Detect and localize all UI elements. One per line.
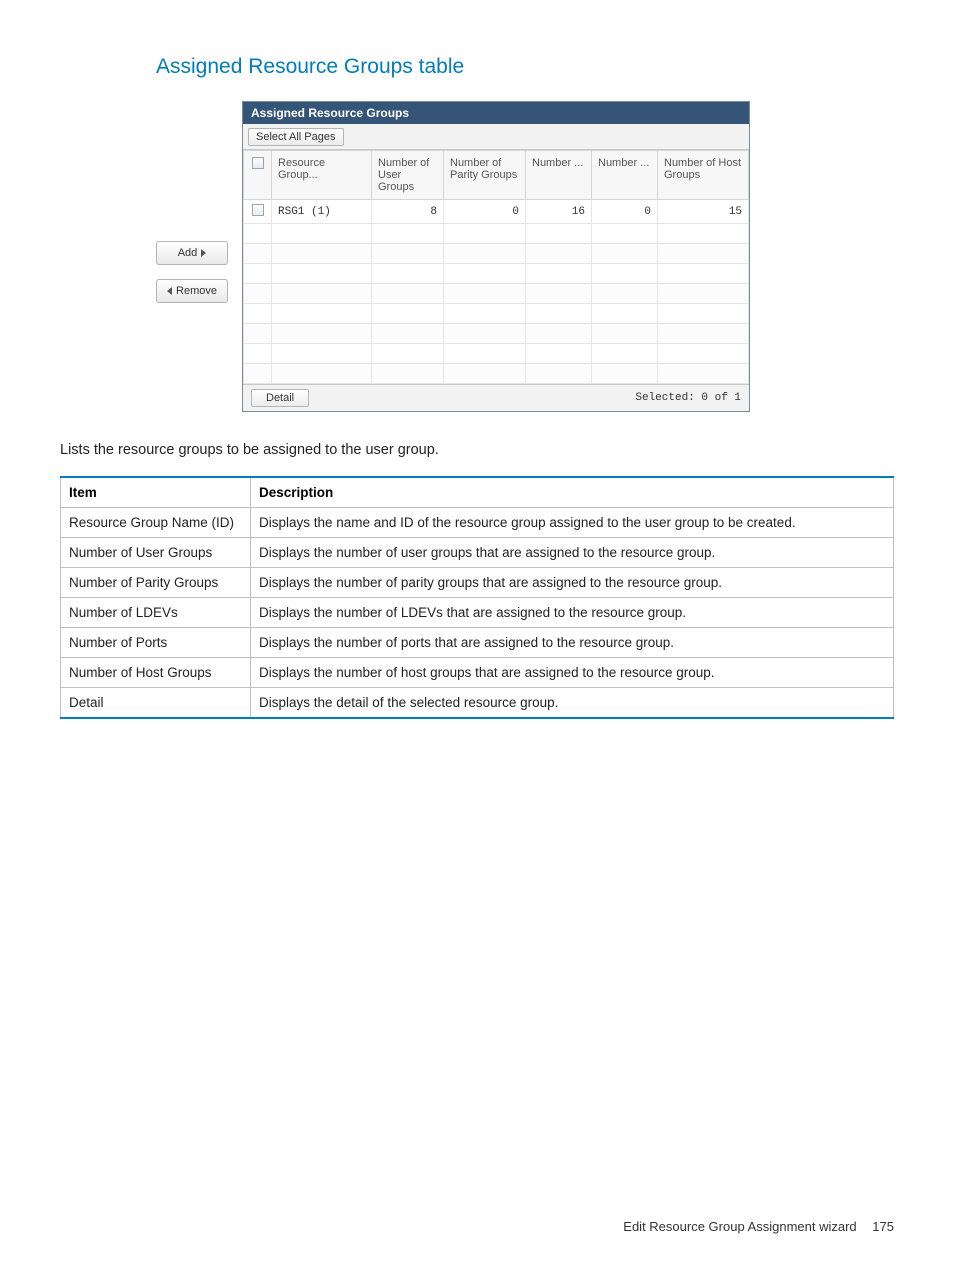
definition-table: Item Description Resource Group Name (ID… bbox=[60, 476, 894, 719]
def-item: Number of User Groups bbox=[61, 538, 251, 568]
def-item: Resource Group Name (ID) bbox=[61, 508, 251, 538]
col-parity-groups[interactable]: Number of Parity Groups bbox=[444, 151, 526, 200]
page-number: 175 bbox=[872, 1219, 894, 1234]
cell-ports: 0 bbox=[592, 200, 658, 224]
table-row-empty bbox=[244, 224, 749, 244]
def-row: Number of LDEVs Displays the number of L… bbox=[61, 598, 894, 628]
section-heading: Assigned Resource Groups table bbox=[156, 55, 894, 79]
table-row-empty bbox=[244, 344, 749, 364]
cell-parity-groups: 0 bbox=[444, 200, 526, 224]
col-resource-group[interactable]: Resource Group... bbox=[272, 151, 372, 200]
table-row-empty bbox=[244, 244, 749, 264]
def-desc: Displays the number of user groups that … bbox=[251, 538, 894, 568]
def-header-desc: Description bbox=[251, 477, 894, 508]
def-row: Detail Displays the detail of the select… bbox=[61, 688, 894, 719]
table-row-empty bbox=[244, 264, 749, 284]
def-row: Number of Ports Displays the number of p… bbox=[61, 628, 894, 658]
panel-footer: Detail Selected: 0 of 1 bbox=[243, 384, 749, 411]
chevron-right-icon bbox=[201, 249, 206, 257]
add-button-label: Add bbox=[178, 247, 198, 259]
def-row: Number of User Groups Displays the numbe… bbox=[61, 538, 894, 568]
table-row-empty bbox=[244, 304, 749, 324]
def-desc: Displays the number of ports that are as… bbox=[251, 628, 894, 658]
col-user-groups[interactable]: Number of User Groups bbox=[372, 151, 444, 200]
header-checkbox-cell bbox=[244, 151, 272, 200]
resource-groups-table: Resource Group... Number of User Groups … bbox=[243, 150, 749, 384]
def-item: Number of Host Groups bbox=[61, 658, 251, 688]
def-row: Number of Parity Groups Displays the num… bbox=[61, 568, 894, 598]
col-host-groups[interactable]: Number of Host Groups bbox=[658, 151, 749, 200]
col-ldevs[interactable]: Number ... bbox=[526, 151, 592, 200]
def-item: Number of Ports bbox=[61, 628, 251, 658]
app-screenshot: Add Remove Assigned Resource Groups Sele… bbox=[156, 101, 894, 412]
def-desc: Displays the detail of the selected reso… bbox=[251, 688, 894, 719]
cell-ldevs: 16 bbox=[526, 200, 592, 224]
table-row-empty bbox=[244, 284, 749, 304]
remove-button[interactable]: Remove bbox=[156, 279, 228, 303]
row-checkbox[interactable] bbox=[252, 204, 264, 216]
selection-status: Selected: 0 of 1 bbox=[635, 392, 741, 404]
table-row-empty bbox=[244, 364, 749, 384]
def-row: Resource Group Name (ID) Displays the na… bbox=[61, 508, 894, 538]
panel-title: Assigned Resource Groups bbox=[243, 102, 749, 124]
def-header-item: Item bbox=[61, 477, 251, 508]
assigned-resource-groups-panel: Assigned Resource Groups Select All Page… bbox=[242, 101, 750, 412]
select-all-pages-button[interactable]: Select All Pages bbox=[248, 128, 344, 146]
def-row: Number of Host Groups Displays the numbe… bbox=[61, 658, 894, 688]
table-row[interactable]: RSG1 (1) 8 0 16 0 15 bbox=[244, 200, 749, 224]
select-all-checkbox[interactable] bbox=[252, 157, 264, 169]
col-ports[interactable]: Number ... bbox=[592, 151, 658, 200]
remove-button-label: Remove bbox=[176, 285, 217, 297]
def-desc: Displays the name and ID of the resource… bbox=[251, 508, 894, 538]
page-footer: Edit Resource Group Assignment wizard 17… bbox=[60, 1219, 894, 1234]
add-button[interactable]: Add bbox=[156, 241, 228, 265]
footer-text: Edit Resource Group Assignment wizard bbox=[623, 1219, 856, 1234]
detail-button[interactable]: Detail bbox=[251, 389, 309, 407]
def-item: Number of LDEVs bbox=[61, 598, 251, 628]
def-desc: Displays the number of LDEVs that are as… bbox=[251, 598, 894, 628]
intro-text: Lists the resource groups to be assigned… bbox=[60, 442, 894, 458]
panel-toolbar: Select All Pages bbox=[243, 124, 749, 150]
table-row-empty bbox=[244, 324, 749, 344]
def-item: Detail bbox=[61, 688, 251, 719]
chevron-left-icon bbox=[167, 287, 172, 295]
cell-resource-group: RSG1 (1) bbox=[272, 200, 372, 224]
def-desc: Displays the number of parity groups tha… bbox=[251, 568, 894, 598]
def-desc: Displays the number of host groups that … bbox=[251, 658, 894, 688]
cell-host-groups: 15 bbox=[658, 200, 749, 224]
def-item: Number of Parity Groups bbox=[61, 568, 251, 598]
cell-user-groups: 8 bbox=[372, 200, 444, 224]
